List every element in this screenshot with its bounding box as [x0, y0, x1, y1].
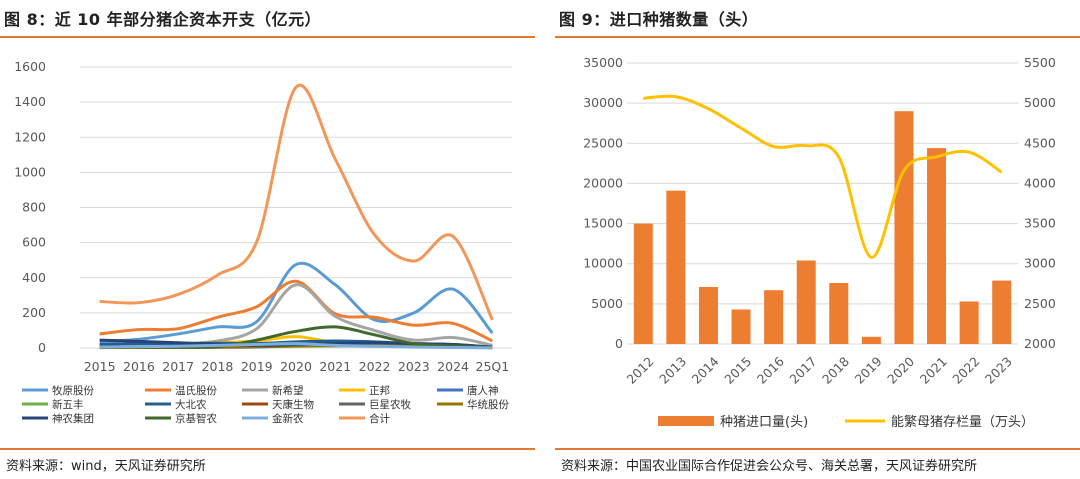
- x-tick-label: 2019: [241, 359, 273, 374]
- x-tick-label: 2024: [437, 359, 469, 374]
- y-left-tick-label: 20000: [583, 175, 623, 190]
- legend-label: 正邦: [369, 384, 390, 397]
- x-tick-label: 2023: [398, 359, 430, 374]
- x-tick-label: 2019: [852, 354, 885, 387]
- series-line: [99, 261, 494, 344]
- right-chart-panel: 图 9：进口种猪数量（头） 0 5000 10000 15000 20000 25000 3…: [555, 0, 1080, 479]
- left-line-chart: 0 200 400 600 800 1000 1200 1400 1600 2015 2016 201…: [14, 59, 512, 425]
- bar: [666, 190, 686, 344]
- legend-label: 巨星农牧: [369, 398, 411, 411]
- legend-label: 京基智农: [175, 412, 217, 425]
- x-tick-label: 2015: [84, 359, 116, 374]
- y-tick-label: 0: [38, 340, 46, 355]
- series-line: [99, 83, 494, 321]
- y-right-tick-label: 2000: [1024, 336, 1056, 351]
- bar: [927, 148, 947, 344]
- y-tick-label: 800: [22, 200, 46, 215]
- legend-label: 温氏股份: [175, 385, 217, 397]
- x-tick-label: 2013: [656, 354, 689, 387]
- y-tick-label: 200: [22, 305, 46, 320]
- y-tick-label: 1000: [14, 164, 46, 179]
- right-title-rule: [555, 36, 1080, 38]
- legend-label: 种猪进口量(头): [720, 415, 808, 430]
- x-tick-label: 2021: [319, 359, 351, 374]
- y-left-tick-label: 30000: [583, 95, 623, 110]
- legend-swatch: [658, 416, 714, 426]
- left-title-rule: [0, 36, 535, 38]
- bar: [829, 282, 849, 344]
- y-right-tick-label: 4000: [1024, 175, 1056, 190]
- x-tick-label: 2020: [280, 359, 312, 374]
- x-tick-label: 2017: [786, 354, 819, 387]
- right-chart-title: 图 9：进口种猪数量（头）: [559, 10, 759, 29]
- y-right-tick-label: 4500: [1024, 135, 1056, 150]
- series-line: [99, 279, 494, 343]
- legend-label: 能繁母猪存栏量（万头）: [891, 414, 1034, 430]
- y-left-tick-label: 10000: [583, 256, 623, 271]
- x-tick-label: 2016: [754, 354, 787, 387]
- x-tick-label: 2022: [949, 354, 982, 387]
- bar: [633, 223, 653, 344]
- right-source-rule: [555, 448, 1080, 450]
- x-tick-label: 2018: [202, 359, 234, 374]
- bar: [698, 286, 718, 344]
- x-tick-label: 2020: [884, 354, 917, 387]
- right-combo-chart: 0 5000 10000 15000 20000 25000 30000 35000 2000 2…: [583, 55, 1056, 430]
- y-left-tick-label: 25000: [583, 135, 623, 150]
- bar: [861, 336, 881, 344]
- legend-label: 大北农: [175, 398, 207, 411]
- x-tick-label: 2014: [689, 354, 722, 387]
- x-tick-label: 2021: [917, 354, 950, 387]
- y-left-tick-label: 15000: [583, 216, 623, 231]
- bar: [731, 309, 751, 344]
- y-left-tick-label: 5000: [591, 296, 623, 311]
- legend-label: 新五丰: [52, 398, 84, 411]
- x-tick-label: 2018: [819, 354, 852, 387]
- y-tick-label: 600: [22, 235, 46, 250]
- left-chart-panel: 图 8：近 10 年部分猪企资本开支（亿元） 0 200 400 600 800 1000…: [0, 0, 535, 479]
- y-right-tick-label: 5000: [1024, 95, 1056, 110]
- x-tick-label: 2023: [982, 354, 1015, 387]
- series-line: [99, 342, 493, 350]
- y-right-tick-label: 2500: [1024, 296, 1056, 311]
- y-left-tick-label: 35000: [583, 55, 623, 70]
- bar: [796, 260, 816, 344]
- bar: [894, 111, 914, 345]
- x-tick-label: 2017: [162, 359, 194, 374]
- y-right-tick-label: 3500: [1024, 216, 1056, 231]
- x-tick-label: 2016: [123, 359, 155, 374]
- legend-label: 金新农: [272, 412, 304, 425]
- left-chart-title: 图 8：近 10 年部分猪企资本开支（亿元）: [4, 10, 322, 29]
- y-tick-label: 400: [22, 270, 46, 285]
- bar: [992, 280, 1012, 344]
- x-tick-label: 2022: [359, 359, 391, 374]
- y-tick-label: 1400: [14, 94, 46, 109]
- series-line: [643, 94, 1003, 259]
- legend-label: 牧原股份: [52, 384, 94, 397]
- legend-label: 新希望: [272, 384, 304, 397]
- legend-label: 天康生物: [272, 398, 314, 411]
- y-right-tick-label: 3000: [1024, 256, 1056, 271]
- legend-label: 华统股份: [467, 398, 509, 411]
- legend-label: 合计: [369, 412, 390, 425]
- y-right-tick-label: 5500: [1024, 55, 1056, 70]
- x-tick-label: 2015: [721, 354, 754, 387]
- left-source-note: 资料来源：wind，天风证券研究所: [6, 459, 206, 474]
- bar: [764, 290, 784, 344]
- y-tick-label: 1600: [14, 59, 46, 74]
- left-source-rule: [0, 448, 535, 450]
- legend-label: 唐人神: [467, 384, 499, 397]
- right-source-note: 资料来源：中国农业国际合作促进会公众号、海关总署，天风证券研究所: [561, 459, 978, 474]
- x-tick-label: 25Q1: [476, 359, 510, 374]
- bar: [959, 301, 979, 344]
- legend-label: 神农集团: [52, 412, 94, 425]
- y-left-tick-label: 0: [615, 336, 623, 351]
- y-tick-label: 1200: [14, 129, 46, 144]
- x-tick-label: 2012: [623, 354, 656, 387]
